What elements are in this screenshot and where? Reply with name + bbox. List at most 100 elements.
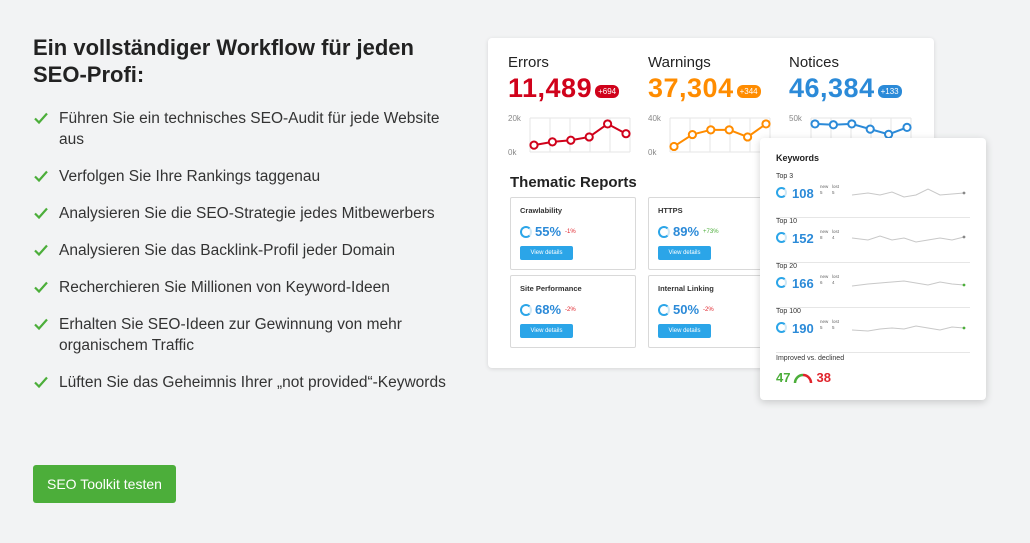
feature-item: Analysieren Sie das Backlink-Profil jede… — [33, 240, 463, 261]
progress-ring-icon — [658, 225, 670, 238]
progress-ring-icon — [776, 187, 787, 198]
thematic-reports-title: Thematic Reports — [510, 174, 637, 191]
keyword-lost: lost 5 — [832, 184, 840, 195]
trend-point — [706, 125, 716, 135]
keyword-lost: lost 5 — [832, 319, 840, 330]
keyword-new: new 5 — [820, 319, 829, 330]
report-card-internal-linking: Internal Linking 50% -2% View details — [648, 275, 774, 348]
view-details-button[interactable]: View details — [658, 246, 711, 260]
keyword-lost: lost 4 — [832, 229, 840, 240]
keyword-sparkline — [851, 280, 966, 287]
progress-ring-icon — [776, 232, 787, 243]
trend-point — [584, 132, 594, 142]
feature-text: Führen Sie ein technisches SEO-Audit für… — [59, 110, 440, 148]
check-icon — [34, 281, 48, 294]
report-card-crawlability: Crawlability 55% -1% View details — [510, 197, 636, 270]
metric-errors: Errors 11,489 +694 20k 0k — [508, 54, 643, 157]
metric-notices: Notices 46,384 +133 50k — [789, 54, 924, 153]
improved-declined-values: 47 38 — [776, 370, 831, 385]
check-icon — [34, 207, 48, 220]
report-card-https: HTTPS 89% +73% View details — [648, 197, 774, 270]
trend-point — [669, 141, 679, 152]
trend-point — [810, 119, 820, 129]
trend-point — [603, 119, 613, 129]
metric-label: Warnings — [648, 54, 711, 71]
trend-tick-label: 0k — [648, 148, 657, 157]
trend-tick-label: 0k — [508, 148, 517, 157]
progress-ring-icon — [520, 225, 532, 238]
feature-text: Analysieren Sie das Backlink-Profil jede… — [59, 242, 395, 259]
report-percent: 55% — [535, 224, 562, 239]
keyword-new: new 8 — [820, 229, 829, 240]
trend-point — [724, 125, 734, 135]
progress-ring-icon — [776, 322, 787, 333]
keyword-row-label: Top 20 — [776, 263, 798, 270]
metric-label: Errors — [508, 54, 549, 71]
keyword-row-label: Top 3 — [776, 173, 794, 180]
feature-text: Verfolgen Sie Ihre Rankings taggenau — [59, 168, 321, 185]
keyword-sparkline — [851, 235, 966, 243]
feature-item: Verfolgen Sie Ihre Rankings taggenau — [33, 166, 463, 187]
gauge-icon — [794, 373, 813, 383]
report-percent: 89% — [673, 224, 700, 239]
trend-point — [902, 122, 912, 132]
feature-item: Recherchieren Sie Millionen von Keyword-… — [33, 277, 463, 298]
report-card-site-performance: Site Performance 68% -2% View details — [510, 275, 636, 348]
check-icon — [34, 112, 48, 125]
feature-list: Führen Sie ein technisches SEO-Audit für… — [33, 108, 463, 393]
report-title: Site Performance — [520, 284, 582, 293]
feature-item: Führen Sie ein technisches SEO-Audit für… — [33, 108, 463, 150]
progress-ring-icon — [520, 303, 532, 316]
feature-item: Lüften Sie das Geheimnis Ihrer „not prov… — [33, 372, 463, 393]
keyword-row-value: 152 — [792, 231, 814, 246]
metric-trend-chart: 20k 0k — [508, 114, 631, 157]
metric-warnings: Warnings 37,304 +344 40k 0k — [648, 54, 783, 157]
check-icon — [34, 244, 48, 257]
view-details-button[interactable]: View details — [520, 246, 573, 260]
report-percent: 68% — [535, 302, 562, 317]
view-details-button[interactable]: View details — [520, 324, 573, 338]
keyword-row-value: 190 — [792, 321, 814, 336]
trend-line — [533, 122, 627, 147]
trend-point — [529, 140, 539, 150]
keyword-new: new 6 — [820, 274, 829, 285]
keyword-sparkline — [851, 325, 966, 332]
metric-label: Notices — [789, 54, 840, 71]
keyword-row-top20: Top 20 166 new 6 lost 4 — [776, 263, 970, 308]
check-icon — [34, 170, 48, 183]
trend-tick-label: 40k — [648, 114, 662, 123]
trend-point — [687, 129, 698, 140]
keyword-lost: lost 4 — [832, 274, 840, 285]
check-icon — [34, 318, 48, 331]
report-delta: -1% — [565, 228, 576, 235]
trend-point — [743, 132, 753, 142]
keyword-row-value: 166 — [792, 276, 814, 291]
metric-trend-chart: 40k 0k — [648, 114, 771, 157]
report-delta: -2% — [703, 306, 714, 313]
report-percent: 50% — [673, 302, 700, 317]
try-seo-toolkit-button[interactable]: SEO Toolkit testen — [33, 465, 176, 503]
report-title: HTTPS — [658, 206, 683, 215]
trend-point — [761, 119, 771, 129]
view-details-button[interactable]: View details — [658, 324, 711, 338]
report-delta: +73% — [703, 228, 719, 235]
metric-value: 37,304 — [648, 73, 734, 103]
trend-point — [884, 129, 894, 139]
keyword-row-top100: Top 100 190 new 5 lost 5 — [776, 308, 970, 353]
trend-point — [566, 135, 576, 145]
progress-ring-icon — [658, 303, 670, 316]
keywords-card: Keywords Top 3 108 new 5 lost 5 Top 10 152… — [760, 138, 986, 400]
metric-value: 46,384 — [789, 73, 875, 103]
trend-tick-label: 20k — [508, 114, 522, 123]
report-title: Crawlability — [520, 206, 563, 215]
feature-item: Analysieren Sie die SEO-Strategie jedes … — [33, 203, 463, 224]
metric-badge: +344 — [736, 85, 761, 98]
keyword-row-top3: Top 3 108 new 5 lost 5 — [776, 173, 970, 218]
trend-point — [828, 120, 839, 130]
feature-text: Analysieren Sie die SEO-Strategie jedes … — [59, 205, 435, 222]
feature-item: Erhalten Sie SEO-Ideen zur Gewinnung von… — [33, 314, 463, 356]
keyword-row-top10: Top 10 152 new 8 lost 4 — [776, 218, 970, 263]
trend-line — [673, 123, 767, 148]
keyword-row-label: Top 10 — [776, 218, 798, 225]
feature-text: Recherchieren Sie Millionen von Keyword-… — [59, 279, 390, 296]
